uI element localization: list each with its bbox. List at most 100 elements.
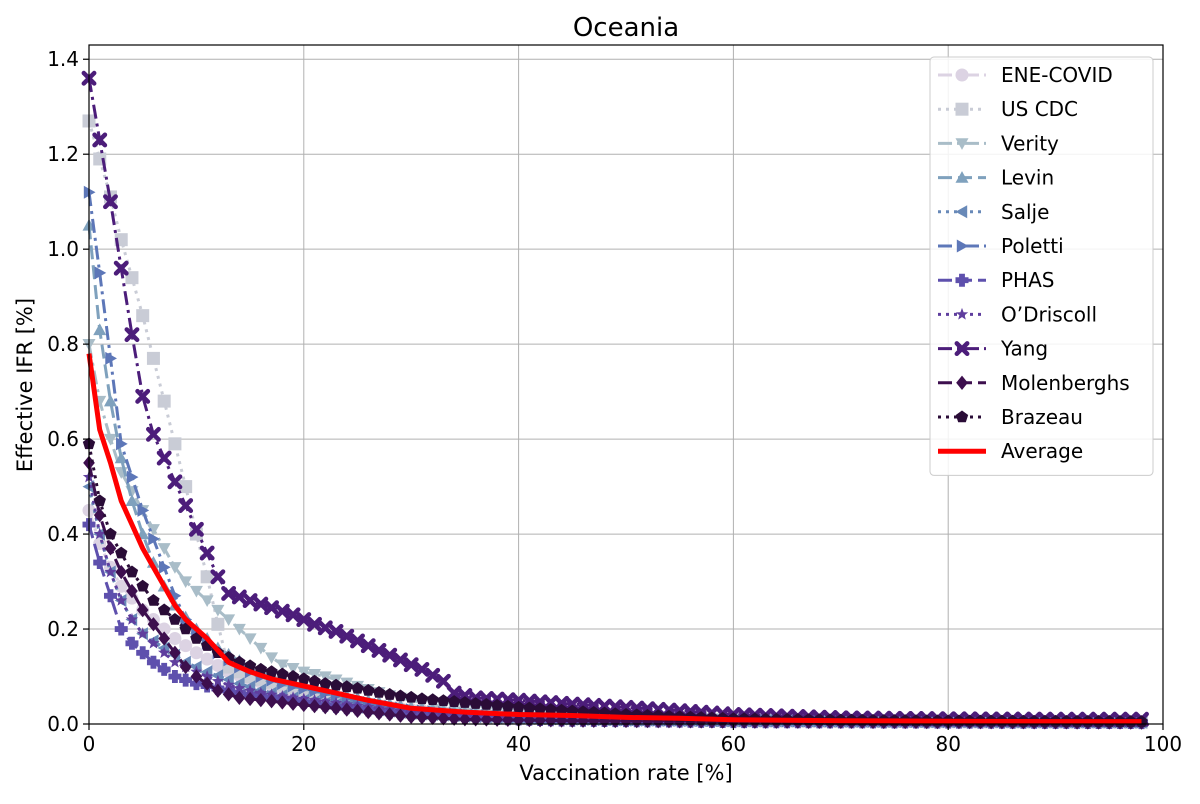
legend-label: Levin: [1001, 166, 1054, 190]
data-point: [168, 437, 182, 451]
data-point: [146, 351, 160, 365]
data-point: [264, 600, 280, 616]
data-point: [330, 701, 342, 716]
data-point: [458, 696, 472, 708]
data-point: [211, 604, 225, 617]
data-point: [276, 667, 289, 680]
data-point: [188, 521, 204, 537]
data-point: [285, 607, 301, 623]
data-point: [116, 437, 128, 451]
data-point: [148, 532, 160, 546]
data-point: [382, 647, 398, 663]
data-point: [146, 524, 160, 536]
data-point: [124, 327, 140, 343]
data-point: [416, 710, 428, 725]
data-point: [555, 703, 568, 716]
data-point: [137, 503, 150, 517]
data-point: [253, 596, 269, 612]
data-point: [459, 712, 471, 727]
data-point: [189, 646, 203, 660]
data-point: [200, 570, 214, 584]
legend-label: ENE-COVID: [1001, 63, 1113, 87]
data-point: [211, 674, 225, 687]
x-axis-label: Vaccination rate [%]: [519, 761, 732, 785]
legend-marker: [955, 138, 969, 150]
data-point: [371, 642, 387, 658]
data-point: [103, 589, 117, 603]
data-point: [211, 658, 225, 672]
data-point: [158, 631, 171, 646]
data-point: [212, 683, 224, 698]
data-point: [523, 701, 536, 714]
x-tick-label: 60: [721, 732, 746, 756]
legend: ENE-COVID US CDC Verity Levin Salje Poletti PH…: [929, 56, 1154, 476]
data-point: [200, 595, 214, 608]
data-point: [222, 687, 235, 702]
data-point: [136, 627, 149, 640]
data-point: [426, 710, 439, 725]
data-point: [157, 662, 171, 676]
legend-label: Verity: [1001, 131, 1059, 155]
legend-marker: [954, 341, 970, 357]
data-point: [405, 690, 418, 703]
series-average: [86, 353, 1142, 725]
data-point: [328, 623, 344, 639]
data-point: [425, 667, 441, 683]
data-point: [93, 494, 106, 507]
data-point: [126, 583, 138, 599]
data-point: [146, 655, 160, 669]
chart-title: Oceania: [573, 13, 679, 43]
data-point: [435, 673, 451, 689]
data-point: [157, 603, 171, 616]
data-point: [480, 712, 493, 727]
data-point: [286, 663, 300, 675]
legend-marker: [955, 307, 969, 320]
data-point: [135, 388, 151, 404]
data-point: [297, 697, 310, 713]
data-point: [362, 683, 375, 696]
data-point: [480, 698, 493, 710]
data-point: [222, 678, 235, 691]
data-point: [469, 712, 482, 727]
data-point: [147, 617, 160, 632]
legend-entry: Molenberghs: [938, 371, 1130, 395]
data-point: [189, 585, 203, 598]
data-point: [125, 494, 139, 507]
legend-entry: Average: [938, 439, 1083, 463]
data-point: [157, 394, 171, 408]
legend-marker: [956, 375, 968, 390]
legend-label: Salje: [1001, 200, 1049, 224]
data-point: [125, 636, 139, 650]
data-point: [274, 603, 290, 619]
data-point: [351, 703, 364, 719]
data-point: [136, 602, 149, 618]
data-point: [308, 698, 321, 714]
legend-entry: Poletti: [938, 234, 1064, 258]
data-point: [179, 480, 193, 494]
legend-label: Molenberghs: [1001, 371, 1130, 395]
data-point: [125, 613, 139, 625]
data-point: [211, 669, 224, 683]
y-tick-label: 0.8: [47, 332, 79, 356]
data-point: [383, 707, 396, 722]
data-point: [447, 695, 461, 707]
data-point: [93, 556, 107, 570]
data-point: [93, 323, 107, 336]
data-point: [254, 686, 268, 699]
legend-box: [929, 56, 1154, 476]
data-point: [372, 686, 386, 698]
data-point: [437, 694, 450, 706]
data-point: [169, 645, 181, 660]
data-point: [254, 642, 268, 655]
data-point: [373, 706, 385, 721]
data-point: [178, 498, 194, 514]
data-point: [244, 691, 256, 707]
data-point: [317, 620, 333, 636]
data-point: [93, 527, 106, 540]
x-tick-label: 0: [83, 732, 96, 756]
y-tick-label: 1.4: [47, 47, 79, 71]
data-point: [157, 646, 171, 659]
data-point: [394, 708, 407, 723]
data-point: [405, 709, 418, 725]
